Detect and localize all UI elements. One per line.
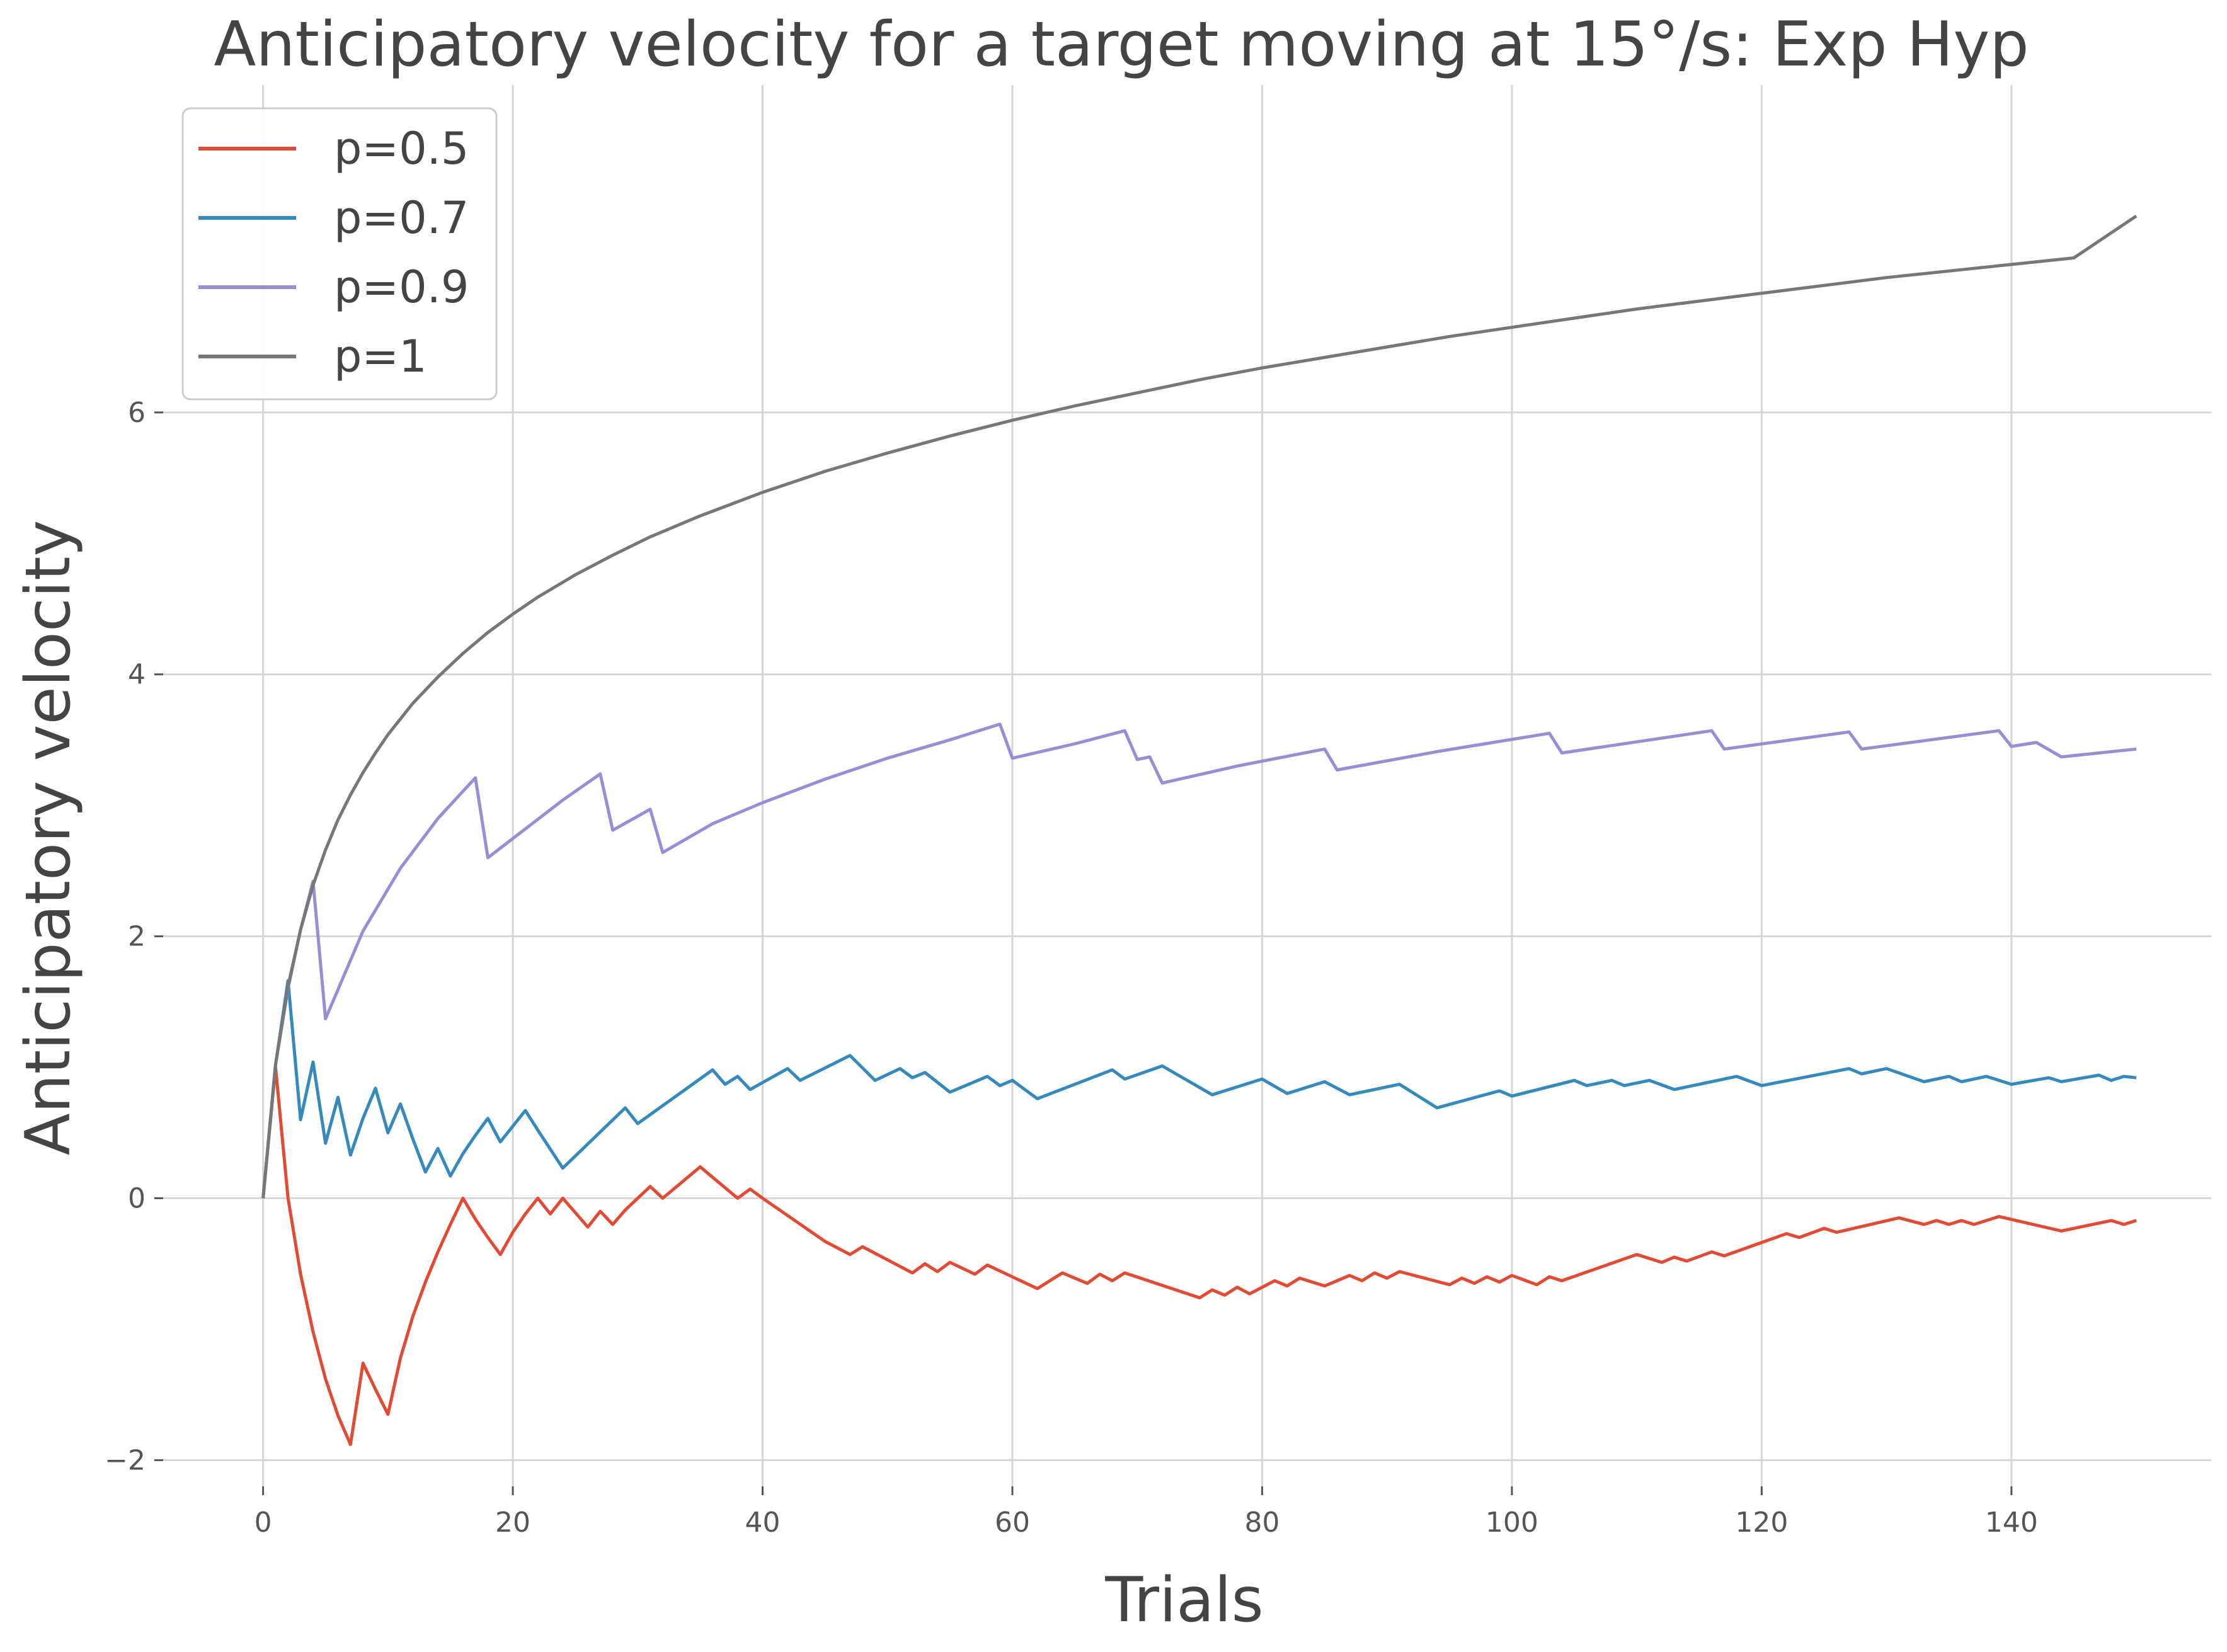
y-tick-label: 6 [128,397,146,429]
x-axis-label: Trials [1104,1564,1263,1636]
legend-label: p=1 [334,331,427,382]
y-tick-label: 2 [128,921,146,953]
x-tick-label: 140 [1985,1507,2038,1539]
x-tick-label: 80 [1244,1507,1280,1539]
x-tick-label: 20 [495,1507,530,1539]
x-tick-label: 0 [255,1507,272,1539]
series-line-p-1 [261,214,2138,1199]
chart-title: Anticipatory velocity for a target movin… [214,9,2029,81]
x-tick-label: 40 [745,1507,781,1539]
legend-label: p=0.7 [334,192,469,244]
series-lines [261,214,2138,1446]
series-line-p-0-5 [261,1066,2137,1446]
legend-box [181,107,498,401]
x-tick-label: 60 [995,1507,1030,1539]
x-tick-label: 120 [1735,1507,1788,1539]
y-axis-label: Anticipatory velocity [13,520,84,1156]
y-tick-label: 0 [128,1183,146,1215]
legend-label: p=0.5 [334,123,469,174]
grid-lines [154,85,2211,1495]
y-tick-labels: −2 0 2 4 6 [105,397,146,1477]
y-tick-label: −2 [105,1444,146,1476]
legend-label: p=0.9 [334,261,469,313]
series-line-p-0-9 [261,722,2137,1199]
x-tick-label: 100 [1486,1507,1538,1539]
y-tick-label: 4 [128,659,146,691]
series-line-p-0-7 [261,979,2137,1199]
legend: p=0.5 p=0.7 p=0.9 p=1 [181,107,498,401]
x-tick-labels: 0 20 40 60 80 100 120 140 [255,1507,2038,1539]
